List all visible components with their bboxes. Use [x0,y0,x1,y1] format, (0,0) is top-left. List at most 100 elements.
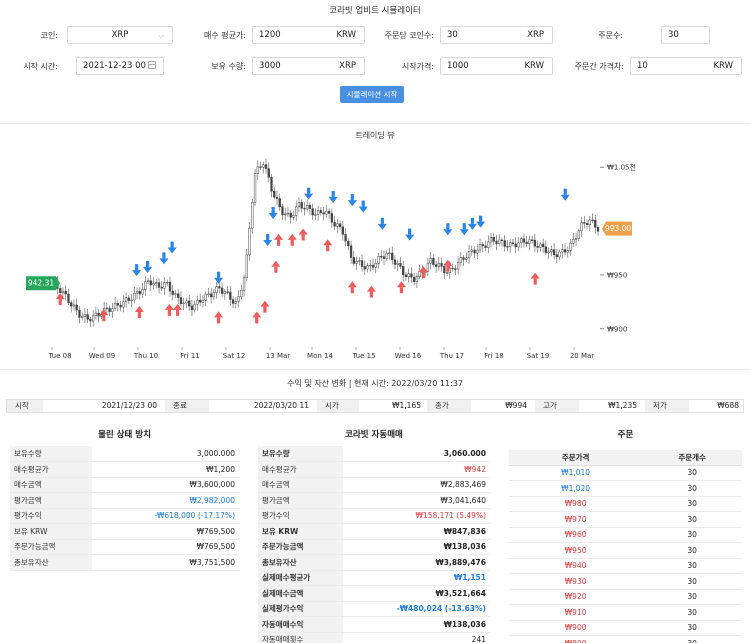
order-qty: 30 [642,558,742,574]
row-value: ₩1,151 [343,570,490,586]
order-count-input[interactable]: 30 [661,26,710,44]
candle [572,233,575,247]
orders-col-qty: 주문개수 [642,450,742,466]
candle [569,239,572,256]
candle [511,238,515,247]
sell-signal-arrow-icon [55,293,65,306]
sell-signal-arrow-icon [323,239,333,252]
calendar-icon[interactable] [148,61,156,69]
end-price-text: 993.00 [605,224,631,233]
order-qty: 30 [642,496,742,512]
summary-close-value: ₩994 [505,401,527,410]
run-simulation-button[interactable]: 시뮬레이션 시작 [340,86,404,103]
table-row: 실제매수평균가 ₩1,151 [258,570,490,586]
y-tick-label: ₩1.05천 [607,163,636,172]
candle [61,287,65,297]
holding-input[interactable]: 3000 XRP [252,57,365,75]
row-value: ₩3,041,640 [343,492,490,509]
candle [330,208,334,228]
candle [594,214,597,234]
trading-chart[interactable]: Tue 08 Wed 09 Thu 10 Fri 11 Sat 12 13 Mar Mon … [0,145,750,367]
row-value: ₩942 [343,461,490,478]
table-row: 평가수익 ₩158,171 (5.49%) [258,508,490,524]
candle [358,257,361,266]
candle [278,193,281,211]
candle [209,287,213,304]
order-gap-unit: KRW [713,61,733,71]
row-value: -₩480,024 (-13.63%) [343,601,490,617]
order-price: ₩970 [509,511,643,528]
candle [311,203,314,220]
start-price-input[interactable]: 1000 KRW [440,57,553,75]
start-price-label: 942.31 [26,276,60,291]
x-tick-label: Fri 18 [484,352,503,360]
candle [220,282,224,298]
row-value: ₩769,500 [91,539,239,555]
buy-signal-arrow-icon [347,194,357,207]
summary-start-value: 2021/12/23 00 [101,401,157,410]
candle [270,174,273,198]
candle [234,296,237,309]
candle [133,286,136,304]
candle [531,235,534,244]
coins-per-order-input[interactable]: 30 XRP [440,26,553,44]
candle [352,251,355,266]
order-row: ₩930 30 [509,573,742,590]
buy-signal-arrow-icon [263,234,273,246]
y-tick-label: ₩900 [607,325,627,333]
candle [366,262,369,273]
candle [363,260,366,275]
candle [144,276,147,296]
candle [212,289,216,301]
coin-label: 코인: [40,31,58,40]
row-value: ₩3,889,476 [343,554,490,571]
order-row: ₩970 30 [509,511,742,528]
order-row: ₩900 30 [509,620,742,636]
start-time-input[interactable]: 2021-12-23 00 [76,57,164,75]
candle [111,303,114,318]
candle [432,253,435,268]
table-row: 보유수량 3,000.000 [10,446,239,462]
candle [256,160,259,180]
candle [591,213,594,223]
row-key: 주문가능금액 [10,539,92,555]
order-gap-input[interactable]: 10 KRW [630,57,742,75]
candle [374,258,377,274]
avg-price-unit: KRW [336,30,356,40]
avg-price-value: 1200 [259,30,281,40]
candle [585,219,589,230]
candle [533,233,537,253]
candle [385,250,388,261]
candle [566,246,569,258]
row-key: 평가수익 [10,508,92,524]
y-tick-label: ₩950 [607,271,627,279]
coin-select-value: XRP [111,30,129,40]
candle [273,186,276,200]
row-key: 매수금액 [258,477,343,493]
sell-signal-arrow-icon [347,281,357,294]
buy-signal-arrow-icon [377,217,387,230]
candle [413,272,416,286]
table-row: 보유 KRW ₩769,500 [10,523,239,540]
candle [429,251,432,270]
row-value: 241 [343,632,490,643]
candle [116,299,119,312]
row-value: ₩3,751,500 [91,554,239,571]
sell-signal-arrow-icon [418,266,428,279]
candle [316,205,320,221]
table-row: 자동매매횟수 241 [258,632,490,643]
order-gap-value: 10 [637,61,648,71]
candle [520,236,523,249]
candle [547,247,550,259]
start-price-label: 시작가격: [401,62,434,71]
order-count-label: 주문수: [598,31,623,40]
avg-price-input[interactable]: 1200 KRW [252,26,365,44]
candle [388,247,391,260]
candle [459,251,462,267]
row-value: ₩2,883,469 [343,477,490,493]
candle [555,249,558,263]
coin-select[interactable]: XRP ⌵ [67,26,173,44]
candle [226,285,229,295]
order-qty: 30 [642,465,742,481]
candle [470,245,473,256]
